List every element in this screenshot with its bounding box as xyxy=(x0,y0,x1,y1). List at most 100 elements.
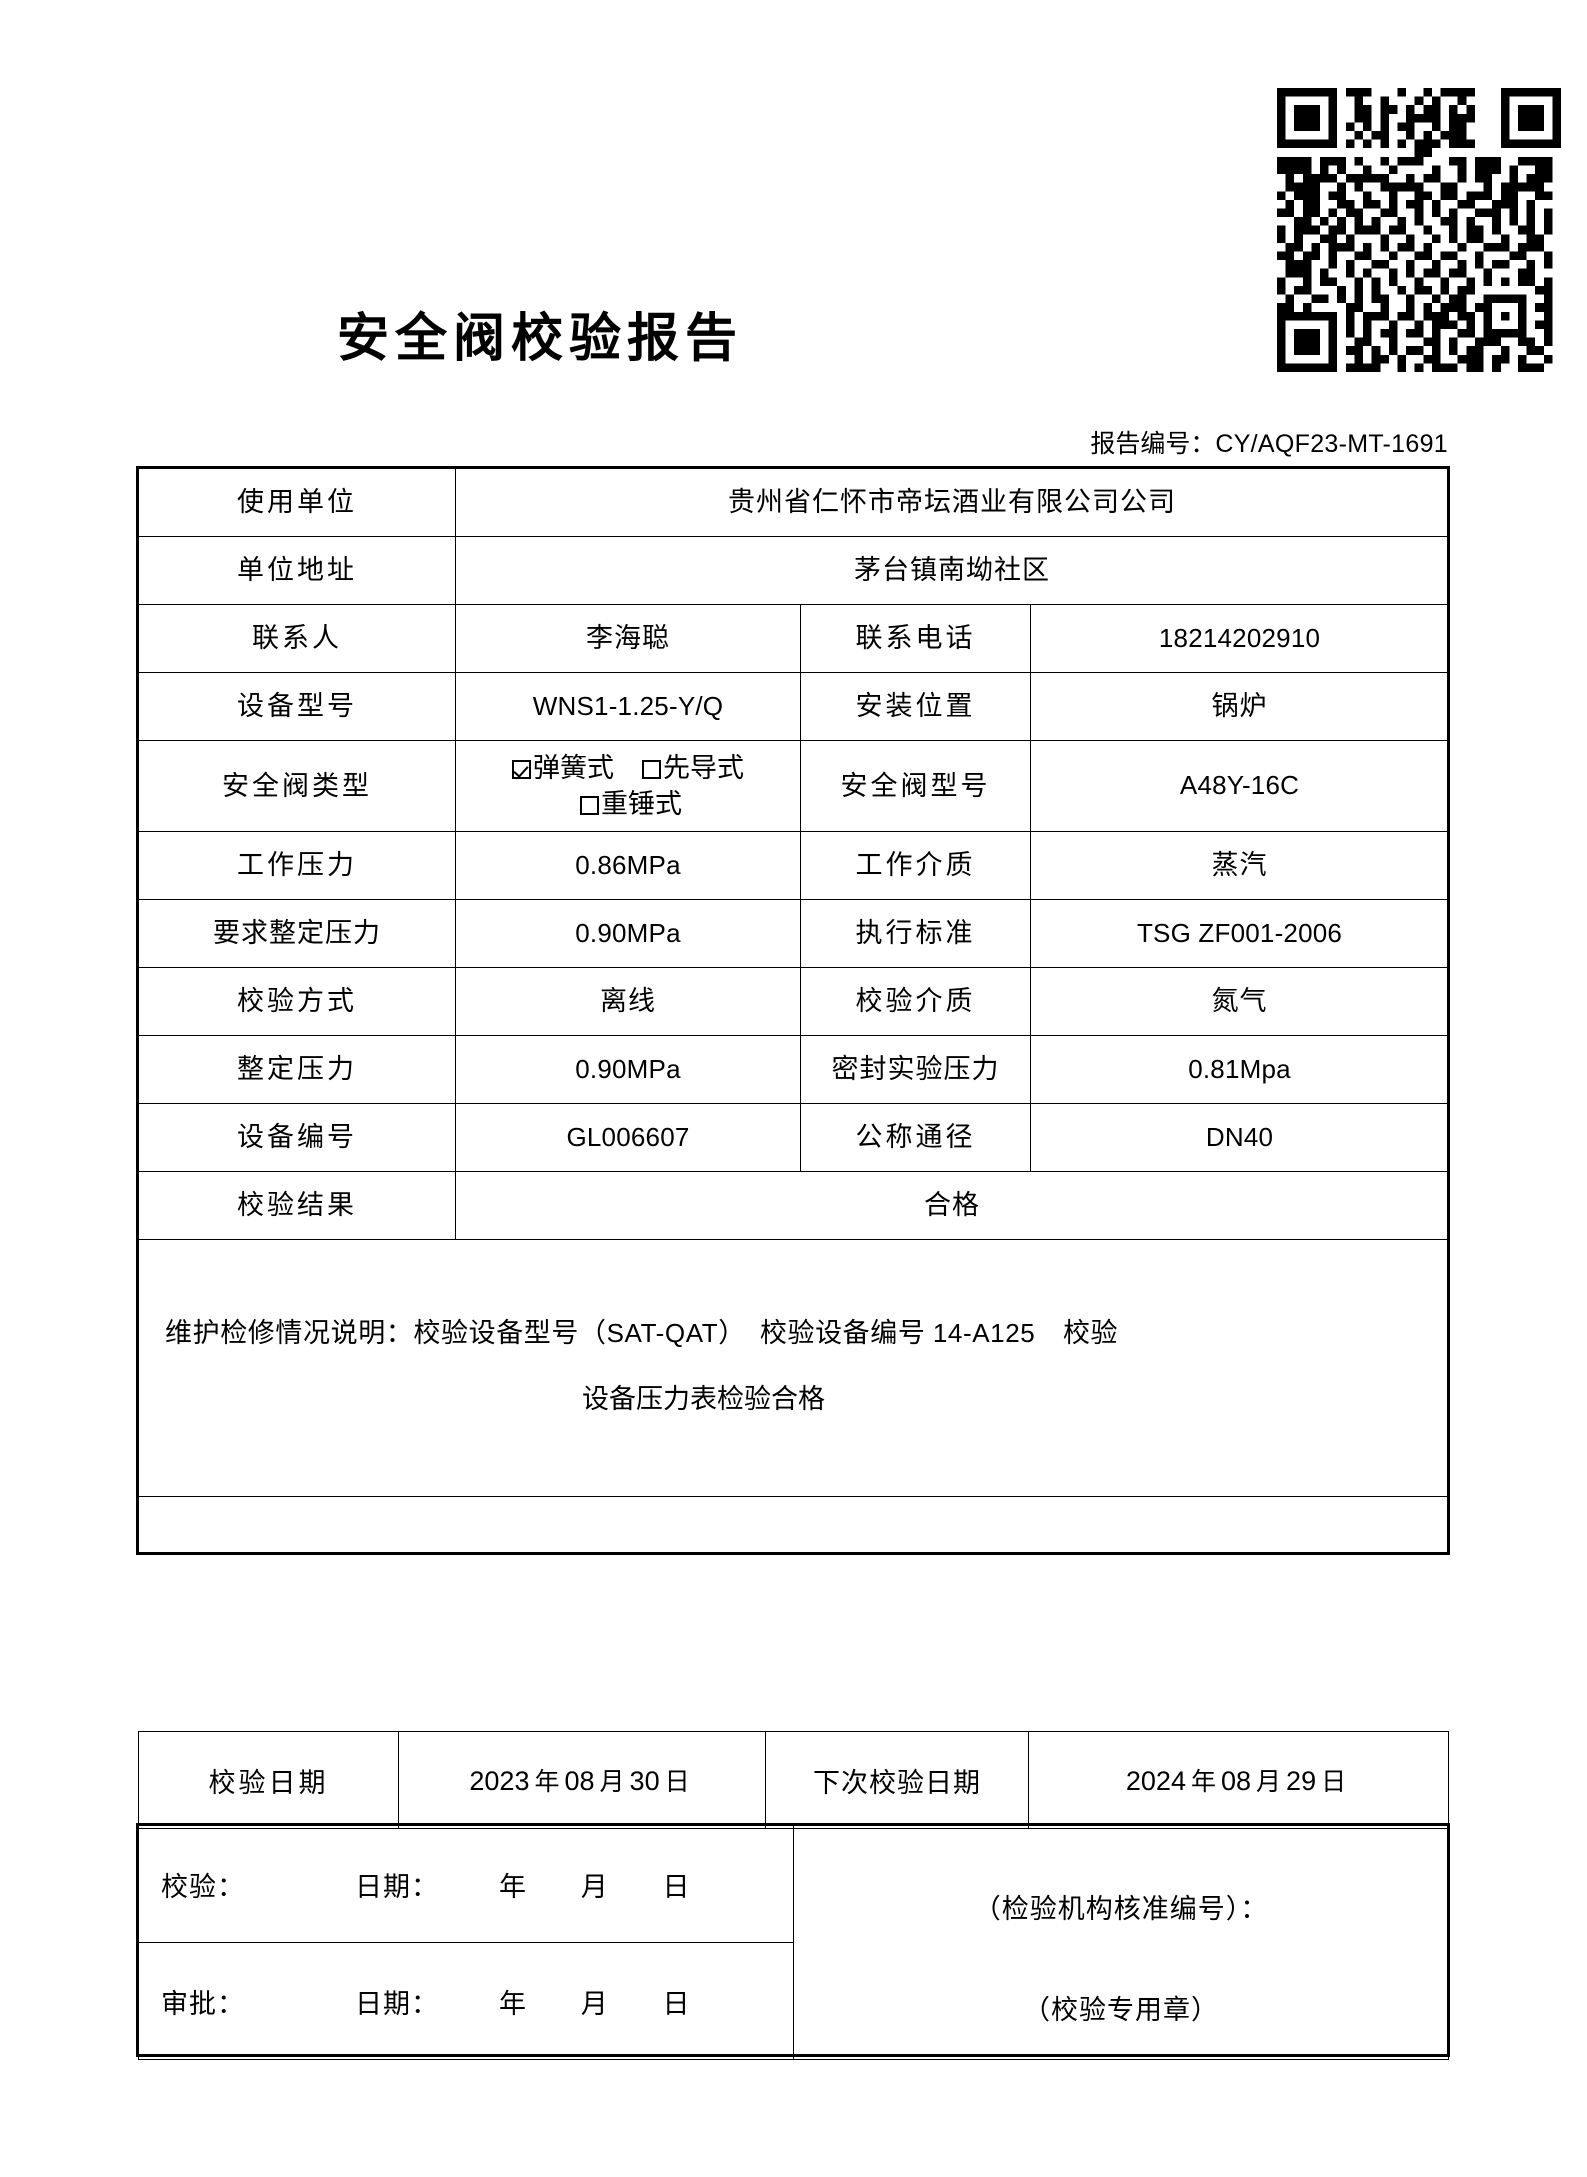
checkbox-spring-icon[interactable] xyxy=(512,759,531,779)
row-value-seal-test-pressure: 0.81Mpa xyxy=(1029,1035,1450,1104)
calib-date-value: 2023 年 08 月 30 日 xyxy=(398,1731,766,1829)
qr-code xyxy=(1277,88,1561,372)
row-value-required-set-pressure: 0.90MPa xyxy=(455,899,801,968)
next-date-value: 2024 年 08 月 29 日 xyxy=(1028,1731,1449,1829)
table-row-notes: 维护检修情况说明：校验设备型号（SAT-QAT） 校验设备编号 14-A125 … xyxy=(137,1239,1450,1497)
table-row: 校验结果 合格 xyxy=(138,1171,1450,1240)
row-value-equip-no: GL006607 xyxy=(455,1103,801,1172)
row-label-valve-type: 安全阀类型 xyxy=(138,740,456,832)
row-label-work-pressure: 工作压力 xyxy=(138,831,456,900)
report-number-value: CY/AQF23-MT-1691 xyxy=(1215,430,1448,458)
table-row: 校验方式 离线 校验介质 氮气 xyxy=(138,967,1450,1036)
row-value-calib-result: 合格 xyxy=(454,1171,1450,1240)
calib-year-unit: 年 xyxy=(534,1769,560,1796)
row-value-unit: 贵州省仁怀市帝坛酒业有限公司公司 xyxy=(454,468,1450,537)
row-label-phone: 联系电话 xyxy=(800,604,1031,673)
row-label-equip-model: 设备型号 xyxy=(138,672,456,741)
table-row: 联系人 李海聪 联系电话 18214202910 xyxy=(138,604,1450,673)
calib-day: 30 xyxy=(629,1766,660,1796)
next-date-label: 下次校验日期 xyxy=(765,1731,1029,1829)
seal-cell: （检验机构核准编号）： （校验专用章） xyxy=(793,1825,1449,2060)
calib-month-unit: 月 xyxy=(599,1769,625,1796)
row-value-standard: TSG ZF001-2006 xyxy=(1029,899,1450,968)
checkbox-weight-icon[interactable] xyxy=(580,796,599,815)
approver-ymd: 年 月 日 xyxy=(499,1988,714,2019)
row-label-nominal-diameter: 公称通径 xyxy=(800,1103,1031,1172)
row-value-nominal-diameter: DN40 xyxy=(1029,1103,1450,1172)
table-row: 设备型号 WNS1-1.25-Y/Q 安装位置 锅炉 xyxy=(138,672,1450,741)
notes-suffix: 校验 xyxy=(1035,1317,1119,1348)
notes-device-model: SAT-QAT xyxy=(606,1317,719,1348)
approver-signature-cell[interactable]: 审批： 日期： 年 月 日 xyxy=(138,1942,794,2060)
valve-type-option-1: 弹簧式 xyxy=(533,752,614,783)
calibration-date-table: 校验日期 2023 年 08 月 30 日 下次校验日期 2024 年 08 月 29 日 xyxy=(138,1731,1449,1829)
notes-prefix: 维护检修情况说明：校验设备型号（ xyxy=(165,1317,607,1348)
report-number: 报告编号：CY/AQF23-MT-1691 xyxy=(0,424,1448,460)
next-year-unit: 年 xyxy=(1190,1769,1216,1796)
row-value-work-medium: 蒸汽 xyxy=(1029,831,1450,900)
maintenance-notes: 维护检修情况说明：校验设备型号（SAT-QAT） 校验设备编号 14-A125 … xyxy=(137,1239,1450,1497)
next-month-unit: 月 xyxy=(1256,1769,1282,1796)
table-row: 审批： 日期： 年 月 日 xyxy=(138,1942,1449,2060)
notes-line-2: 设备压力表检验合格 xyxy=(582,1384,826,1414)
row-label-seal-test-pressure: 密封实验压力 xyxy=(800,1035,1031,1104)
calib-date-label: 校验日期 xyxy=(138,1731,399,1829)
calibrator-label: 校验： xyxy=(161,1871,245,1902)
table-row: 安全阀类型 弹簧式 先导式 重锤式 安全阀型号 A48Y-16C xyxy=(138,740,1450,832)
org-code-label: （检验机构核准编号）： xyxy=(973,1894,1269,1924)
table-row: 单位地址 茅台镇南坳社区 xyxy=(138,536,1450,605)
row-label-contact: 联系人 xyxy=(138,604,456,673)
valve-type-options: 弹簧式 先导式 重锤式 xyxy=(455,740,801,832)
next-day-unit: 日 xyxy=(1321,1769,1347,1796)
row-value-valve-model: A48Y-16C xyxy=(1029,740,1450,832)
signature-table: 校验： 日期： 年 月 日 （检验机构核准编号）： （校验专用章） 审批： 日期： 年 … xyxy=(138,1825,1449,2060)
calib-month: 08 xyxy=(564,1766,595,1796)
table-row: 整定压力 0.90MPa 密封实验压力 0.81Mpa xyxy=(138,1035,1450,1104)
next-day: 29 xyxy=(1286,1766,1317,1796)
table-row: 要求整定压力 0.90MPa 执行标准 TSG ZF001-2006 xyxy=(138,899,1450,968)
row-label-equip-no: 设备编号 xyxy=(138,1103,456,1172)
valve-info-table: 使用单位 贵州省仁怀市帝坛酒业有限公司公司 单位地址 茅台镇南坳社区 联系人 李… xyxy=(137,468,1450,1497)
checkbox-pilot-icon[interactable] xyxy=(642,759,661,779)
report-number-label: 报告编号： xyxy=(1090,431,1216,458)
row-label-work-medium: 工作介质 xyxy=(800,831,1031,900)
row-label-calib-medium: 校验介质 xyxy=(800,967,1031,1036)
row-label-standard: 执行标准 xyxy=(800,899,1031,968)
calibrator-date-label: 日期： xyxy=(355,1871,439,1902)
next-year: 2024 xyxy=(1125,1766,1186,1796)
row-label-unit: 使用单位 xyxy=(138,468,456,537)
row-value-calib-medium: 氮气 xyxy=(1029,967,1450,1036)
row-value-install-pos: 锅炉 xyxy=(1029,672,1450,741)
table-row: 设备编号 GL006607 公称通径 DN40 xyxy=(138,1103,1450,1172)
calib-day-unit: 日 xyxy=(664,1769,690,1796)
row-label-valve-model: 安全阀型号 xyxy=(800,740,1031,832)
approver-date-label: 日期： xyxy=(355,1988,439,2019)
table-row: 工作压力 0.86MPa 工作介质 蒸汽 xyxy=(138,831,1450,900)
seal-label: （校验专用章） xyxy=(1023,1995,1219,2025)
row-value-contact: 李海聪 xyxy=(455,604,801,673)
page-title: 安全阀校验报告 xyxy=(336,311,743,368)
row-value-address: 茅台镇南坳社区 xyxy=(454,536,1450,605)
calibrator-signature-cell[interactable]: 校验： 日期： 年 月 日 xyxy=(138,1825,794,1943)
row-value-equip-model: WNS1-1.25-Y/Q xyxy=(455,672,801,741)
next-month: 08 xyxy=(1220,1766,1252,1796)
row-label-calib-result: 校验结果 xyxy=(138,1171,456,1240)
valve-type-option-3: 重锤式 xyxy=(601,789,682,819)
calibrator-ymd: 年 月 日 xyxy=(499,1871,714,1902)
approver-label: 审批： xyxy=(161,1988,245,2019)
valve-type-option-2: 先导式 xyxy=(663,752,744,783)
row-value-set-pressure: 0.90MPa xyxy=(455,1035,801,1104)
row-value-calib-method: 离线 xyxy=(455,967,801,1036)
row-label-required-set-pressure: 要求整定压力 xyxy=(138,899,456,968)
row-label-install-pos: 安装位置 xyxy=(800,672,1031,741)
row-label-calib-method: 校验方式 xyxy=(138,967,456,1036)
row-label-set-pressure: 整定压力 xyxy=(138,1035,456,1104)
row-value-phone: 18214202910 xyxy=(1029,604,1450,673)
notes-mid: ） 校验设备编号 xyxy=(718,1317,933,1348)
table-row: 校验： 日期： 年 月 日 （检验机构核准编号）： （校验专用章） xyxy=(138,1825,1449,2060)
row-value-work-pressure: 0.86MPa xyxy=(455,831,801,900)
table-row: 使用单位 贵州省仁怀市帝坛酒业有限公司公司 xyxy=(138,468,1450,537)
row-label-address: 单位地址 xyxy=(138,536,456,605)
table-row: 校验日期 2023 年 08 月 30 日 下次校验日期 2024 年 08 月 29 日 xyxy=(138,1731,1449,1829)
